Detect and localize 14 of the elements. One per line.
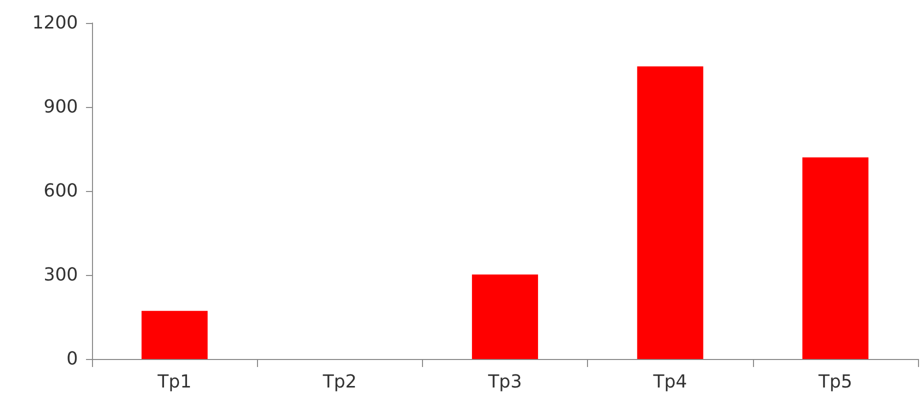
bar — [637, 66, 704, 359]
x-tick-label: Tp3 — [487, 372, 522, 392]
x-tick-label: Tp4 — [652, 372, 688, 392]
bar — [142, 310, 208, 359]
y-tick-label: 900 — [44, 96, 78, 118]
y-tick-label: 0 — [66, 348, 78, 370]
x-tick-label: Tp1 — [156, 372, 192, 392]
bar — [802, 157, 868, 359]
bar — [472, 274, 538, 359]
y-tick-label: 300 — [44, 264, 78, 286]
x-tick-label: Tp5 — [817, 372, 852, 392]
y-tick-label: 1200 — [32, 12, 78, 34]
x-tick-label: Tp2 — [322, 372, 357, 392]
y-tick-label: 600 — [44, 180, 78, 202]
